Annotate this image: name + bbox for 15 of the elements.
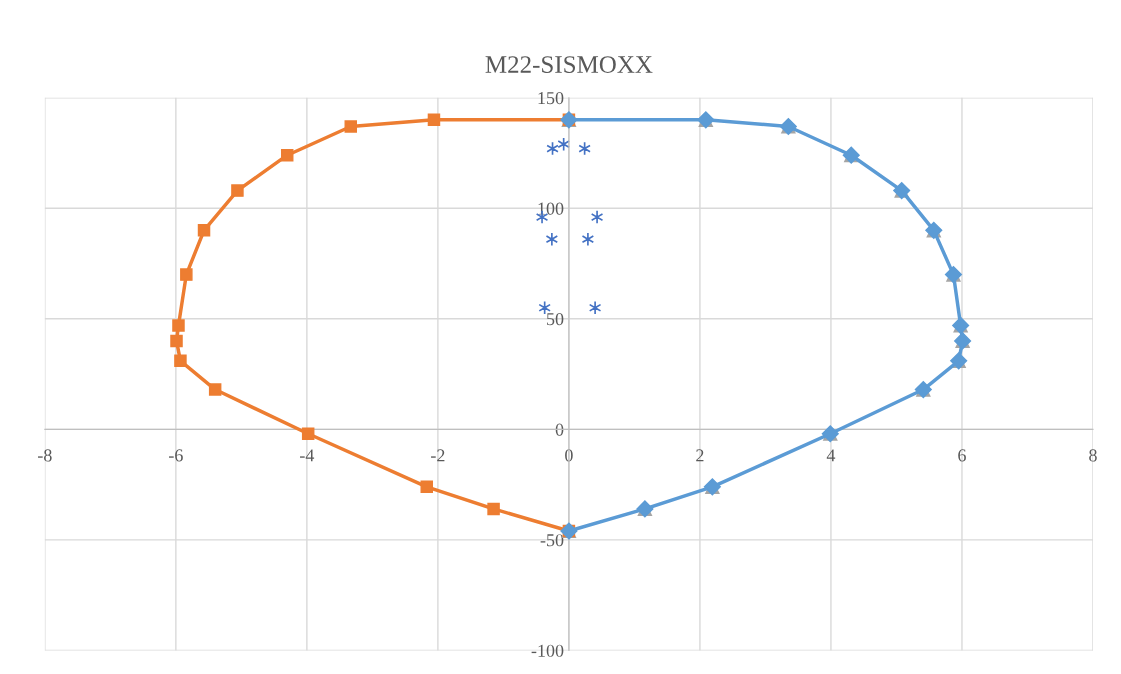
- x-tick-label: 2: [696, 449, 704, 462]
- x-tick-label: 8: [1089, 449, 1097, 462]
- y-tick-label: 150: [538, 91, 564, 105]
- y-tick-label: -100: [531, 644, 564, 657]
- y-tick-label: 100: [538, 202, 564, 215]
- x-tick-label: -4: [300, 449, 315, 462]
- y-tick-label: 50: [547, 313, 564, 326]
- x-tick-label: 0: [565, 449, 573, 462]
- x-tick-label: 4: [826, 449, 836, 462]
- x-tick-label: -8: [37, 449, 52, 462]
- x-tick-label: -6: [169, 449, 183, 462]
- x-tick-label: -2: [431, 449, 445, 462]
- chart-title: M22-SISMOXX: [485, 56, 653, 73]
- y-tick-label: -50: [540, 534, 564, 547]
- x-tick-label: 6: [958, 449, 966, 462]
